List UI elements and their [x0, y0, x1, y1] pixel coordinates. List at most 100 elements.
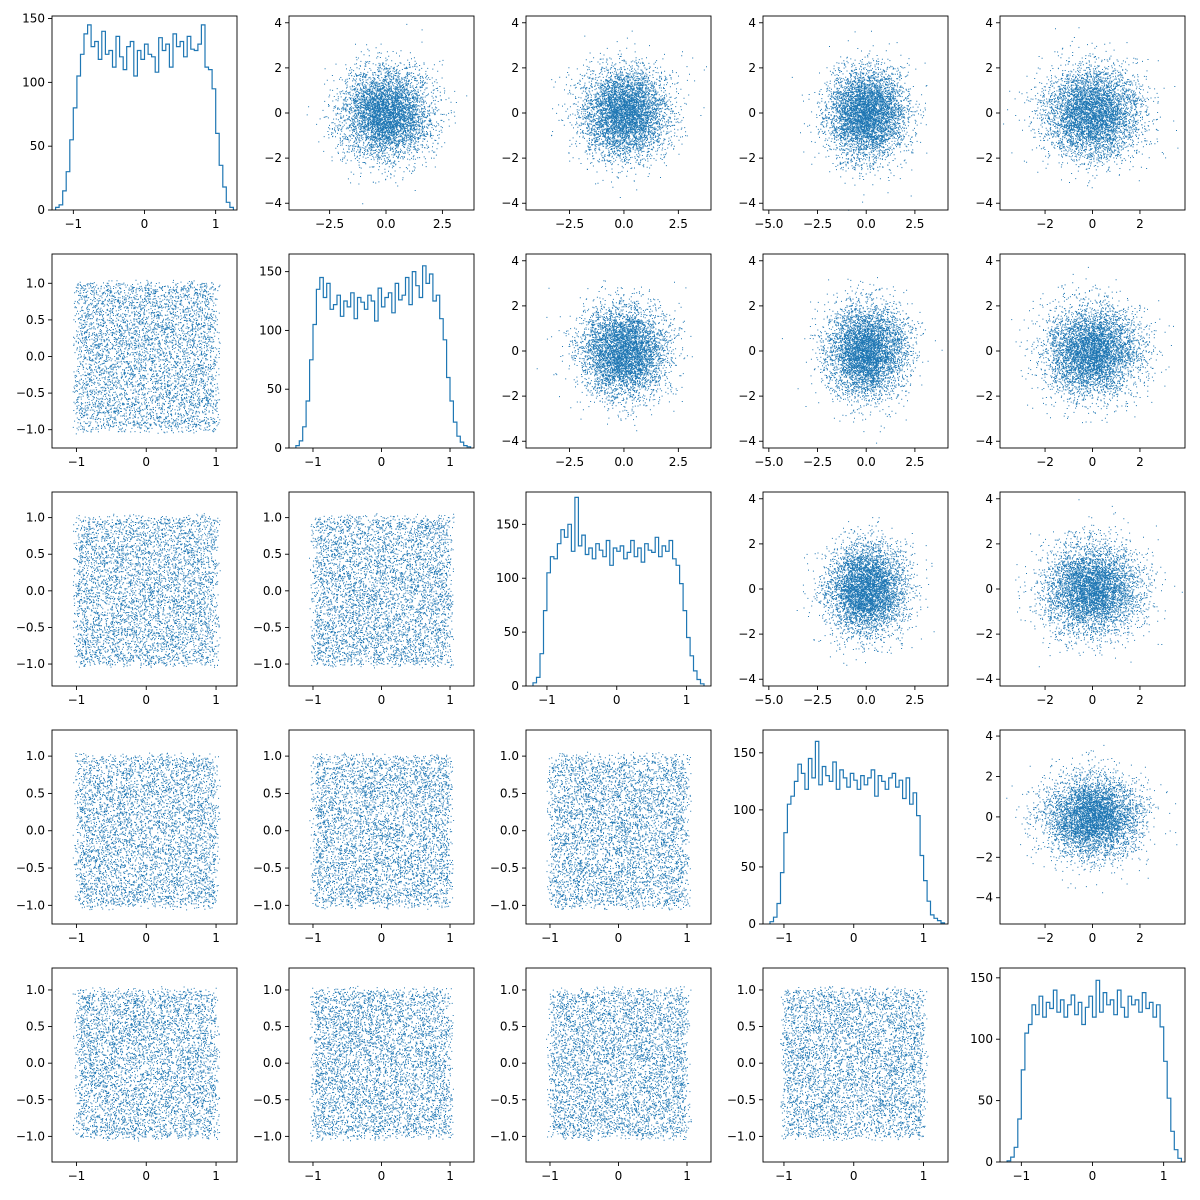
x-tick-label: −2.5: [803, 217, 832, 231]
y-tick-label: −4: [975, 672, 993, 686]
scatter-points: [791, 30, 928, 211]
y-tick-label: 100: [259, 323, 282, 337]
y-tick-label: 150: [733, 746, 756, 760]
y-tick-label: 1.0: [263, 983, 282, 997]
y-tick-label: 0.5: [500, 786, 519, 800]
y-tick-label: 0.5: [26, 313, 45, 327]
y-tick-label: −2: [738, 151, 756, 165]
y-tick-label: 1.0: [26, 983, 45, 997]
x-tick-label: −1: [68, 1169, 86, 1183]
x-tick-label: 0: [378, 455, 386, 469]
x-tick-label: −2: [1036, 217, 1054, 231]
panel-r1-c3: −5.0 −2.5 0.0 2.5 −4 −2 0 2 4: [738, 253, 949, 469]
y-tick-label: 1.0: [26, 276, 45, 290]
scatter-points: [72, 279, 221, 435]
x-tick-label: −2.5: [803, 693, 832, 707]
y-tick-label: −2: [501, 151, 519, 165]
y-tick-label: 0.5: [26, 1020, 45, 1034]
y-tick-label: 0: [748, 917, 756, 931]
x-tick-label: 1: [446, 455, 454, 469]
y-tick-label: −0.5: [16, 1093, 45, 1107]
x-tick-label: 1: [212, 217, 220, 231]
axes-frame: [51, 729, 238, 925]
y-tick-label: 100: [970, 1032, 993, 1046]
y-tick-label: 0.0: [263, 584, 282, 598]
y-tick-label: 0.5: [737, 1020, 756, 1034]
y-tick-label: 0.5: [26, 547, 45, 561]
x-tick-label: 1: [1160, 1169, 1168, 1183]
histogram-step-line: [295, 265, 472, 448]
y-tick-label: −0.5: [253, 861, 282, 875]
axes-frame: [525, 491, 712, 687]
axes-frame: [762, 253, 949, 449]
y-tick-label: 2: [748, 61, 756, 75]
x-tick-label: 2: [1136, 931, 1144, 945]
y-tick-label: −4: [738, 434, 756, 448]
x-tick-label: −5.0: [754, 455, 783, 469]
scatter-points: [309, 513, 455, 669]
panel-r3-c3: −1 0 1 0 50 100 150: [733, 729, 949, 945]
x-tick-label: −1: [68, 693, 86, 707]
panel-r1-c1: −1 0 1 0 50 100 150: [259, 253, 475, 469]
y-tick-label: 1.0: [737, 983, 756, 997]
y-tick-label: 0.0: [26, 349, 45, 363]
y-tick-label: −1.0: [16, 657, 45, 671]
x-tick-label: 0: [615, 931, 623, 945]
panel-r0-c2: −2.5 0.0 2.5 −4 −2 0 2 4: [501, 15, 712, 231]
x-tick-label: 0: [850, 931, 858, 945]
x-tick-label: −1: [538, 693, 556, 707]
x-tick-label: −2.5: [803, 455, 832, 469]
axes-frame: [51, 967, 238, 1163]
panel-r3-c1: −1 0 1 −1.0 −0.5 0.0 0.5 1.0: [253, 729, 475, 945]
x-tick-label: 2.5: [669, 217, 688, 231]
y-tick-label: 0: [748, 344, 756, 358]
y-tick-label: 0: [511, 106, 519, 120]
y-tick-label: −4: [501, 434, 519, 448]
y-tick-label: −4: [738, 196, 756, 210]
x-tick-label: −1: [304, 931, 322, 945]
x-tick-label: −1: [1012, 1169, 1030, 1183]
y-tick-label: 0.0: [500, 1056, 519, 1070]
y-tick-label: −2: [738, 627, 756, 641]
panel-r4-c3: −1 0 1 −1.0 −0.5 0.0 0.5 1.0: [727, 967, 949, 1183]
x-tick-label: 1: [212, 455, 220, 469]
y-tick-label: −1.0: [727, 1129, 756, 1143]
scatter-points: [796, 517, 935, 666]
panel-r3-c0: −1 0 1 −1.0 −0.5 0.0 0.5 1.0: [16, 729, 238, 945]
x-tick-label: −2: [1036, 455, 1054, 469]
y-tick-label: 0: [274, 106, 282, 120]
x-tick-label: 1: [920, 1169, 928, 1183]
x-tick-label: 1: [212, 931, 220, 945]
histogram-step-line: [55, 24, 234, 210]
y-tick-label: 4: [748, 16, 756, 30]
x-tick-label: 0.0: [857, 693, 876, 707]
x-tick-label: 2: [1136, 693, 1144, 707]
y-tick-label: 1.0: [500, 983, 519, 997]
y-tick-label: 0: [37, 203, 45, 217]
y-tick-label: 0.5: [263, 547, 282, 561]
y-tick-label: −2: [501, 389, 519, 403]
scatter-points: [551, 30, 707, 198]
y-tick-label: 0.0: [263, 1056, 282, 1070]
x-tick-label: −2.5: [315, 217, 344, 231]
scatter-points: [306, 23, 468, 205]
y-tick-label: 100: [22, 75, 45, 89]
y-tick-label: 4: [985, 729, 993, 743]
panel-r4-c0: −1 0 1 −1.0 −0.5 0.0 0.5 1.0: [16, 967, 238, 1183]
scatter-points: [72, 513, 221, 669]
axes-frame: [999, 491, 1186, 687]
y-tick-label: −0.5: [16, 620, 45, 634]
x-tick-label: −1: [775, 931, 793, 945]
axes-frame: [762, 729, 949, 925]
y-tick-label: −1.0: [16, 898, 45, 912]
scatter-points: [309, 752, 455, 910]
scatter-points: [546, 986, 692, 1141]
y-tick-label: −2: [975, 850, 993, 864]
y-tick-label: 50: [978, 1094, 993, 1108]
y-tick-label: 0.0: [500, 824, 519, 838]
scatter-points: [309, 985, 454, 1142]
y-tick-label: 0: [274, 441, 282, 455]
x-tick-label: 1: [683, 931, 691, 945]
x-tick-label: 0: [142, 693, 150, 707]
y-tick-label: 0: [985, 810, 993, 824]
